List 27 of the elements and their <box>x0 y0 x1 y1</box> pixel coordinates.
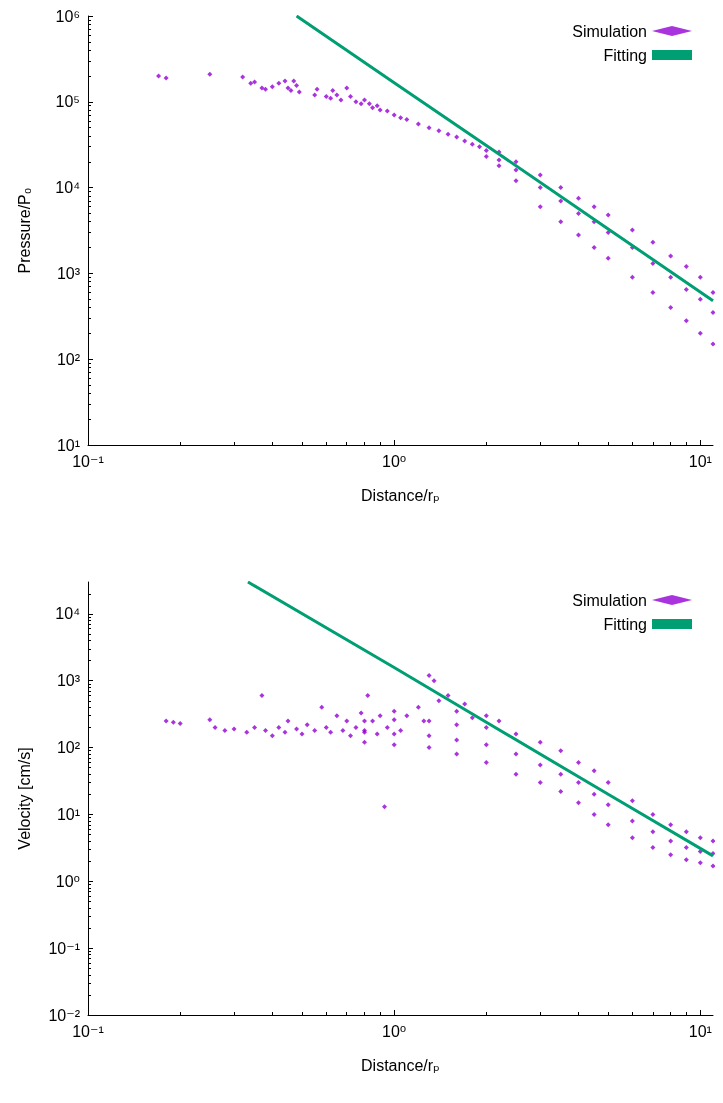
y-axis-title: Pressure/P₀ <box>15 187 33 274</box>
legend-label: Fitting <box>603 615 647 633</box>
y-tick-label: 10⁵ <box>55 93 80 111</box>
y-tick-label: 10³ <box>56 264 81 282</box>
y-tick-label: 10⁴ <box>55 605 81 623</box>
y-tick-label: 10¹ <box>56 436 80 454</box>
y-tick-label: 10⁶ <box>55 7 80 25</box>
legend-label: Simulation <box>572 22 647 40</box>
y-tick-label: 10⁻¹ <box>48 939 80 957</box>
x-tick-label: 10⁻¹ <box>72 1022 104 1040</box>
y-tick-label: 10² <box>56 739 81 757</box>
legend-label: Fitting <box>603 46 647 64</box>
y-tick-label: 10² <box>56 350 81 368</box>
x-tick-label: 10¹ <box>688 1022 712 1040</box>
y-axis-title: Velocity [cm/s] <box>15 747 33 850</box>
y-tick-label: 10⁴ <box>55 179 81 197</box>
x-tick-label: 10¹ <box>688 452 712 470</box>
y-tick-label: 10¹ <box>56 805 80 823</box>
legend-label: Simulation <box>572 591 647 609</box>
y-tick-label: 10³ <box>56 672 81 690</box>
x-tick-label: 10⁰ <box>382 1022 407 1040</box>
x-tick-label: 10⁻¹ <box>72 452 104 470</box>
x-tick-label: 10⁰ <box>382 452 407 470</box>
x-axis-title: Distance/rₚ <box>361 1056 440 1074</box>
y-tick-label: 10⁻² <box>48 1006 81 1024</box>
x-axis-title: Distance/rₚ <box>361 486 440 504</box>
y-tick-label: 10⁰ <box>55 872 80 890</box>
